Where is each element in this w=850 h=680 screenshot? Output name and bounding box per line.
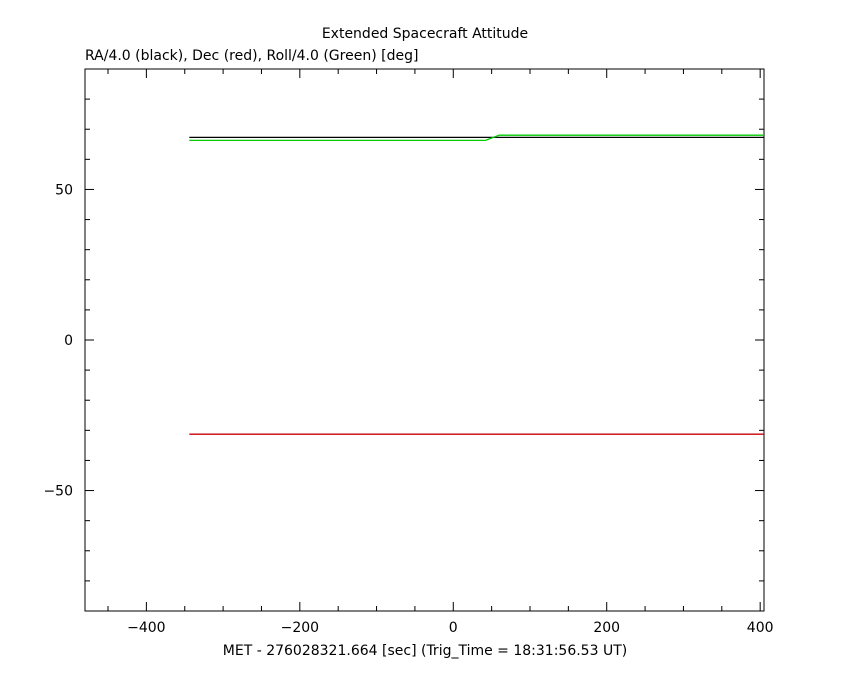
plot-frame [84,68,765,612]
x-axis-label: MET - 276028321.664 [sec] (Trig_Time = 1… [223,643,627,659]
y-tick-label: 0 [64,333,73,349]
series-line-2 [189,134,764,142]
data-series [189,134,764,435]
x-tick-label: −200 [281,620,319,636]
chart-title: Extended Spacecraft Attitude [322,26,528,42]
y-tick-label: −50 [43,484,73,500]
axis-ticks [85,68,764,612]
x-tick-label: 400 [747,620,774,636]
x-tick-label: −400 [127,620,165,636]
x-tick-label: 200 [593,620,620,636]
chart-subtitle: RA/4.0 (black), Dec (red), Roll/4.0 (Gre… [85,48,418,64]
axis-tick-labels: −400 −200 0 200 400 −50 0 50 [43,182,773,636]
x-tick-label: 0 [449,620,458,636]
y-tick-label: 50 [55,182,73,198]
